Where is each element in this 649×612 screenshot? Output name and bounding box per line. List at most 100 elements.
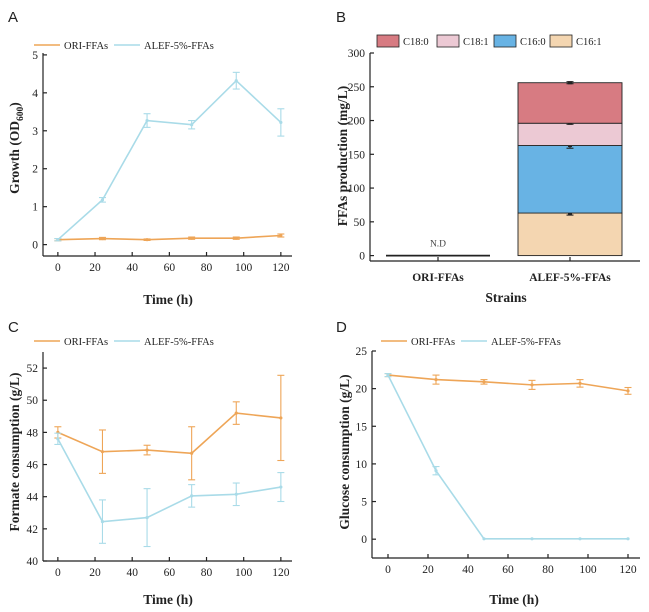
panel-c-series-ori-line <box>57 412 281 455</box>
panel-a-series-alef-point <box>279 120 283 125</box>
panel-d-xtick-label: 60 <box>502 564 514 576</box>
panel-d-series-ori-line <box>387 374 629 392</box>
panel-d-series-alef-point <box>482 537 486 541</box>
panel-c-xlabel: Time (h) <box>143 592 193 607</box>
legend-b-c16-1-label: C16:1 <box>576 37 602 48</box>
panel-d-ytick-label: 20 <box>356 384 368 396</box>
panel-a-ylabel-sub: 600 <box>16 106 26 121</box>
panel-b-ytick-label: 100 <box>348 183 366 195</box>
legend-b-c18-1-swatch <box>436 34 460 48</box>
panel-c-series-alef-point <box>100 520 105 524</box>
panel-d-series-alef-line <box>387 374 628 540</box>
legend-c: ORI-FFAs ALEF-5%-FFAs <box>34 337 214 348</box>
panel-c-series-alef-point <box>234 492 238 496</box>
legend-d: ORI-FFAs ALEF-5%-FFAs <box>381 337 561 348</box>
panel-b-ytick-label: 150 <box>348 149 366 161</box>
panel-letter-a: A <box>8 9 18 26</box>
panel-a-xtick-label: 0 <box>55 262 61 274</box>
legend-b-c16-1-swatch <box>549 34 573 48</box>
panel-letter-c: C <box>8 319 19 336</box>
panel-d-plot: 0 5 10 15 20 25 0 20 40 60 80 100 120 <box>356 346 640 576</box>
panel-a-xtick-label: 120 <box>272 262 290 274</box>
panel-a-series-alef-line <box>57 79 282 241</box>
panel-d-ytick-label: 0 <box>361 534 367 546</box>
legend-b-c18-0-label: C18:0 <box>403 37 429 48</box>
legend-a-alef-label: ALEF-5%-FFAs <box>144 41 214 52</box>
panel-a-series-ori-point <box>100 236 105 241</box>
panel-b-category-label: ALEF-5%-FFAs <box>529 272 611 284</box>
panel-b-category-label: ORI-FFAs <box>412 272 464 284</box>
legend-b-c16-0-swatch <box>493 34 517 48</box>
panel-a-series-alef-point <box>145 118 149 123</box>
panel-d-series-ori-point <box>626 389 630 393</box>
panel-a-ytick-label: 1 <box>32 202 38 214</box>
panel-c-ytick-label: 44 <box>27 492 39 504</box>
panel-b-xlabel: Strains <box>485 290 526 305</box>
panel-b-ytick-label: 300 <box>348 48 366 60</box>
legend-c-ori-label: ORI-FFAs <box>64 337 108 348</box>
panel-d-xtick-label: 0 <box>385 564 391 576</box>
panel-letter-b: B <box>336 9 346 26</box>
panel-c-series-alef-point <box>145 515 149 520</box>
panel-c-ytick-label: 50 <box>27 395 39 407</box>
panel-b-bar-c18-1 <box>517 122 623 146</box>
panel-c-xtick-label: 60 <box>164 567 176 579</box>
panel-c-series-alef-point <box>279 485 283 489</box>
panel-c-xtick-label: 20 <box>89 567 101 579</box>
panel-b-plot: 0 50 100 150 200 250 300 ORI-FFAs N.D ALEF-5%-FFA… <box>348 48 640 284</box>
panel-d-series-ori-point <box>530 383 534 387</box>
panel-c-ytick-label: 48 <box>27 427 39 439</box>
panel-a-xtick-label: 60 <box>164 262 176 274</box>
legend-b: C18:0 C18:1 C16:0 C16:1 <box>376 34 602 48</box>
panel-c-series-ori-point <box>279 416 283 420</box>
panel-a-xtick-label: 40 <box>126 262 138 274</box>
panel-b-nd-label: N.D <box>430 240 446 250</box>
panel-b-ytick-label: 200 <box>348 116 366 128</box>
legend-b-c18-0-swatch <box>376 34 400 48</box>
panel-c-plot: 40 42 44 46 48 50 52 0 20 40 60 80 100 120 <box>27 352 292 579</box>
panel-d-series-alef-point <box>530 537 534 541</box>
panel-b-errorpoint <box>568 81 572 85</box>
panel-a-xtick-label: 80 <box>201 262 213 274</box>
panel-d-series-alef-point <box>386 373 390 377</box>
panel-a-ylabel: Growth (OD600) <box>7 102 26 194</box>
panel-c-ytick-label: 52 <box>27 363 39 375</box>
panel-d-ytick-label: 15 <box>356 421 368 433</box>
panel-d-xlabel: Time (h) <box>489 592 539 607</box>
legend-d-ori-label: ORI-FFAs <box>411 337 455 348</box>
panel-a-ytick-label: 5 <box>32 50 38 62</box>
panel-c-xtick-label: 120 <box>272 567 290 579</box>
panel-a-ytick-label: 0 <box>32 240 38 252</box>
panel-c-ytick-label: 40 <box>27 556 39 568</box>
panel-a-xtick-label: 20 <box>89 262 101 274</box>
panel-c-series-alef-point <box>190 494 194 498</box>
panel-a-series-ori-point <box>279 233 283 238</box>
panel-b-bar-c16-1 <box>517 212 623 257</box>
panel-c-xtick-label: 40 <box>126 567 138 579</box>
panel-c-ytick-label: 46 <box>27 460 39 472</box>
panel-c-series-ori-point <box>145 448 149 452</box>
panel-d-series-ori-point <box>578 381 582 385</box>
legend-a: ORI-FFAs ALEF-5%-FFAs <box>34 41 214 52</box>
panel-d-series-alef-point <box>626 537 630 541</box>
panel-c-xtick-label: 0 <box>55 567 61 579</box>
panel-d-xtick-label: 40 <box>462 564 474 576</box>
panel-a-series-alef-point <box>56 238 60 242</box>
panel-a-series-alef-point <box>100 198 105 202</box>
panel-a-series-ori-point <box>234 236 238 240</box>
panel-d-series-ori-point <box>434 378 438 382</box>
panel-c-xtick-label: 80 <box>201 567 213 579</box>
panel-b-bar-c18-0 <box>517 82 623 124</box>
panel-a-series-alef-point <box>190 123 194 127</box>
panel-a-series-ori-line <box>57 234 281 241</box>
legend-b-c18-1-label: C18:1 <box>463 37 489 48</box>
panel-d-series-alef-point <box>578 537 582 541</box>
panel-a-series-ori-point <box>145 238 149 242</box>
panel-d-ytick-label: 5 <box>361 497 367 509</box>
panel-a-series-alef-point <box>234 79 238 83</box>
panel-d-ytick-label: 10 <box>356 459 368 471</box>
panel-b-bar-c16-0 <box>517 145 623 214</box>
panel-c-series-ori-point <box>190 451 194 455</box>
